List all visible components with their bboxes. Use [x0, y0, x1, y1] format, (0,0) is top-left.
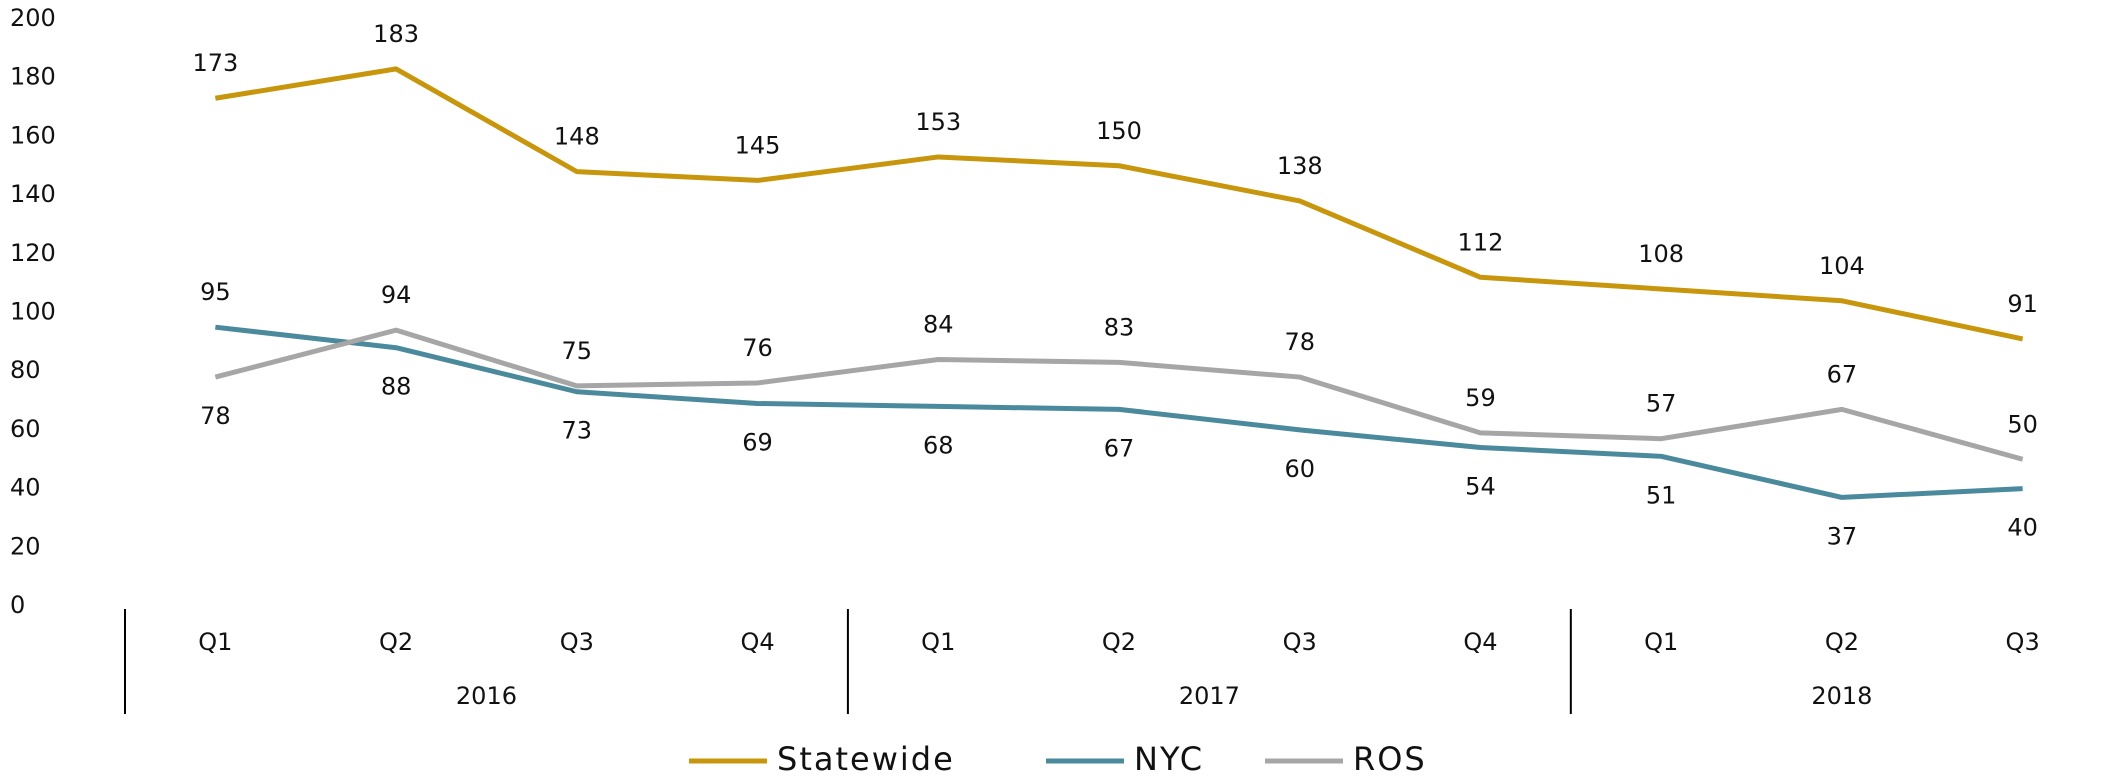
- x-tick-label: Q1: [198, 628, 232, 656]
- y-tick-label: 160: [10, 121, 56, 149]
- series-line: [214, 327, 2024, 462]
- data-label: 173: [192, 49, 238, 77]
- legend-label: ROS: [1353, 740, 1427, 777]
- data-label: 67: [1104, 434, 1135, 462]
- x-tick-label: Q2: [379, 628, 413, 656]
- series-line: [214, 66, 2024, 342]
- x-tick-label: Q3: [1283, 628, 1317, 656]
- x-tick-label: Q4: [740, 628, 774, 656]
- data-label: 68: [923, 431, 954, 459]
- data-label: 112: [1458, 228, 1504, 256]
- y-tick-label: 140: [10, 180, 56, 208]
- data-label: 148: [554, 123, 600, 151]
- x-group-label: 2018: [1811, 682, 1872, 710]
- data-label: 75: [562, 337, 593, 365]
- data-label: 145: [735, 131, 781, 159]
- x-tick-label: Q3: [560, 628, 594, 656]
- data-label: 67: [1827, 360, 1858, 388]
- x-tick-label: Q1: [921, 628, 955, 656]
- data-label: 50: [2007, 410, 2038, 438]
- data-label: 150: [1096, 117, 1142, 145]
- data-label: 84: [923, 310, 954, 338]
- x-tick-label: Q1: [1644, 628, 1678, 656]
- y-tick-label: 120: [10, 239, 56, 267]
- y-tick-label: 80: [10, 356, 41, 384]
- data-label: 78: [200, 402, 231, 430]
- series-line: [215, 324, 2023, 500]
- data-label: 59: [1465, 384, 1496, 412]
- data-label: 95: [200, 278, 231, 306]
- data-label: 54: [1465, 473, 1496, 501]
- legend-label: NYC: [1134, 740, 1204, 777]
- y-tick-label: 40: [10, 474, 41, 502]
- y-tick-label: 200: [10, 4, 56, 32]
- data-label: 183: [373, 20, 419, 48]
- data-label: 69: [742, 428, 773, 456]
- data-label: 94: [381, 281, 412, 309]
- data-label: 51: [1646, 481, 1677, 509]
- y-tick-label: 20: [10, 532, 41, 560]
- data-label: 91: [2007, 290, 2038, 318]
- x-tick-label: Q2: [1102, 628, 1136, 656]
- x-group-label: 2017: [1179, 682, 1240, 710]
- data-label: 138: [1277, 152, 1323, 180]
- data-label: 76: [742, 334, 773, 362]
- legend-label: Statewide: [777, 740, 955, 777]
- x-group-label: 2016: [456, 682, 517, 710]
- data-label: 78: [1284, 328, 1315, 356]
- y-tick-label: 100: [10, 298, 56, 326]
- x-tick-label: Q4: [1463, 628, 1497, 656]
- data-label: 108: [1638, 240, 1684, 268]
- data-label: 83: [1104, 313, 1135, 341]
- data-label: 60: [1284, 455, 1315, 483]
- data-label: 57: [1646, 390, 1677, 418]
- y-tick-label: 60: [10, 415, 41, 443]
- data-label: 88: [381, 373, 412, 401]
- data-label: 104: [1819, 252, 1865, 280]
- data-label: 37: [1827, 522, 1858, 550]
- x-tick-label: Q3: [2006, 628, 2040, 656]
- y-tick-label: 180: [10, 63, 56, 91]
- x-tick-label: Q2: [1825, 628, 1859, 656]
- y-tick-label: 0: [10, 591, 25, 619]
- data-label: 40: [2007, 514, 2038, 542]
- data-label: 73: [562, 417, 593, 445]
- data-label: 153: [915, 108, 961, 136]
